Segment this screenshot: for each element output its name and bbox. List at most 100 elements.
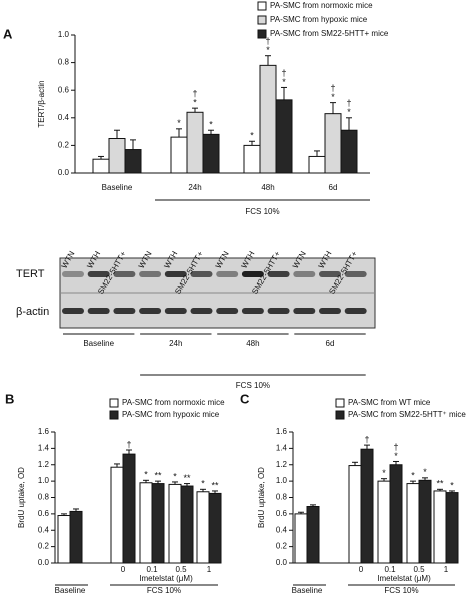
x-tick-label: 0.1 — [146, 565, 158, 574]
band — [241, 271, 264, 277]
bar — [340, 129, 358, 174]
band — [293, 308, 316, 314]
bar — [294, 513, 308, 564]
bar — [406, 483, 420, 564]
bar — [108, 138, 126, 174]
x-tick-label: Baseline — [55, 586, 86, 595]
y-tick-label: 1.6 — [276, 427, 288, 436]
y-tick-label: 0.0 — [58, 168, 70, 177]
bar — [360, 448, 374, 564]
y-tick-label: 0.2 — [276, 542, 288, 551]
group-label: Baseline — [83, 339, 114, 348]
band — [139, 308, 162, 314]
y-tick-label: 0.8 — [58, 58, 70, 67]
treatment-label: FCS 10% — [236, 381, 270, 390]
significance: * — [331, 92, 335, 102]
legend-label: PA-SMC from normoxic mice — [122, 398, 225, 407]
y-axis-label: TERT/β-actin — [37, 80, 46, 127]
y-tick-label: 0.8 — [276, 493, 288, 502]
band — [344, 271, 367, 277]
x-tick-label: 1 — [444, 565, 449, 574]
significance: † — [192, 89, 197, 99]
band — [164, 271, 187, 277]
group-label: FCS 10% — [384, 586, 418, 595]
y-tick-label: 0.0 — [276, 558, 288, 567]
legend-swatch — [335, 410, 345, 420]
legend-swatch — [257, 15, 267, 25]
significance: † — [346, 98, 351, 108]
panel-letter: B — [5, 391, 14, 406]
y-tick-label: 0.6 — [38, 509, 50, 518]
legend-label: PA-SMC from SM22-5HTT⁺ mice — [348, 410, 466, 419]
bar — [275, 99, 293, 174]
significance: † — [330, 83, 335, 93]
band — [87, 271, 110, 277]
y-axis-label: BrdU uptake, OD — [257, 467, 266, 528]
x-tick-label: 0.5 — [413, 565, 425, 574]
band — [216, 308, 239, 314]
significance: ** — [183, 473, 191, 483]
bar — [186, 111, 204, 174]
x-tick-label: 0.5 — [175, 565, 187, 574]
significance: * — [193, 98, 197, 108]
x-tick-label: Baseline — [102, 183, 133, 192]
legend-swatch — [109, 410, 119, 420]
significance: * — [173, 471, 177, 481]
bar — [170, 136, 188, 174]
legend-label: PA-SMC from normoxic mice — [270, 1, 373, 10]
y-tick-label: 1.0 — [276, 476, 288, 485]
band — [241, 308, 264, 314]
y-tick-label: 0.2 — [38, 542, 50, 551]
band — [87, 308, 110, 314]
band — [267, 308, 290, 314]
significance: * — [201, 479, 205, 489]
y-tick-label: 1.0 — [58, 30, 70, 39]
band — [319, 271, 341, 277]
bar — [445, 492, 459, 564]
y-tick-label: 1.0 — [38, 476, 50, 485]
band — [293, 271, 316, 277]
bar — [324, 113, 342, 174]
band — [139, 271, 162, 277]
significance: † — [126, 439, 131, 449]
band — [62, 308, 84, 314]
legend-swatch — [257, 29, 267, 39]
bar — [306, 506, 320, 564]
y-tick-label: 0.4 — [58, 113, 70, 122]
band — [190, 271, 213, 277]
bar — [377, 480, 391, 564]
significance: ** — [211, 480, 219, 490]
x-tick-label: 1 — [207, 565, 212, 574]
y-tick-label: 1.4 — [276, 443, 288, 452]
significance: * — [411, 471, 415, 481]
bar — [122, 453, 136, 564]
significance: * — [382, 468, 386, 478]
y-tick-label: 0.6 — [58, 85, 70, 94]
significance: * — [209, 120, 213, 130]
y-tick-label: 0.4 — [38, 525, 50, 534]
significance: * — [250, 131, 254, 141]
bar — [92, 158, 110, 174]
y-tick-label: 1.2 — [276, 460, 288, 469]
band — [113, 271, 136, 277]
bar — [202, 133, 220, 174]
band — [216, 271, 239, 277]
x-tick-label: 48h — [261, 183, 274, 192]
bar — [308, 155, 326, 174]
y-tick-label: 0.2 — [58, 141, 70, 150]
y-tick-label: 0.6 — [276, 509, 288, 518]
significance: † — [281, 68, 286, 78]
bar — [259, 64, 277, 174]
y-tick-label: 1.6 — [38, 427, 50, 436]
bar — [243, 144, 261, 174]
group-label: 24h — [169, 339, 182, 348]
bar — [433, 490, 447, 564]
significance: * — [347, 107, 351, 117]
bar — [208, 492, 222, 564]
y-tick-label: 0.4 — [276, 525, 288, 534]
legend-swatch — [109, 398, 119, 408]
bar — [348, 465, 362, 564]
bar — [139, 482, 153, 564]
significance: * — [394, 451, 398, 461]
significance: ** — [154, 471, 162, 481]
